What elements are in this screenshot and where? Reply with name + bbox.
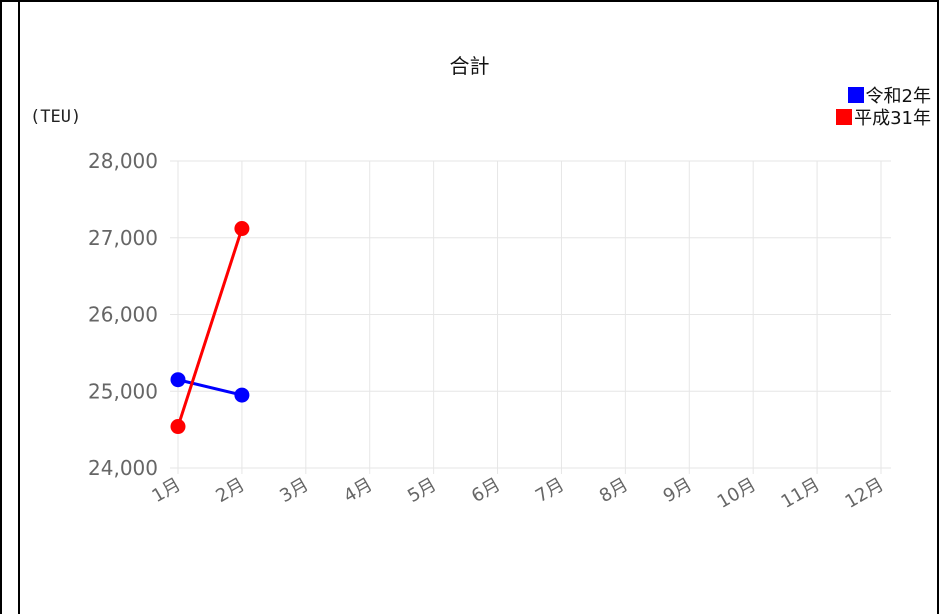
x-tick-label: 8月 — [596, 474, 632, 507]
chart-title: 合計 — [449, 54, 490, 78]
data-point-series-1 — [234, 221, 250, 237]
legend-item-series-0: 令和2年 — [847, 84, 931, 107]
legend-item-series-1: 平成31年 — [836, 106, 931, 129]
data-point-series-1 — [170, 419, 186, 435]
x-tick-label: 7月 — [532, 474, 568, 507]
data-point-series-0 — [234, 387, 250, 403]
series-line-0 — [177, 378, 243, 397]
legend-label-series-1: 平成31年 — [854, 108, 931, 129]
data-point-series-0 — [170, 372, 186, 388]
x-tick-label: 6月 — [468, 474, 504, 507]
x-tick-label: 10月 — [714, 474, 760, 513]
y-tick-label: 25,000 — [88, 379, 158, 403]
x-tick-label: 2月 — [212, 474, 248, 507]
x-tick-label: 9月 — [660, 474, 696, 507]
legend-swatch-series-0 — [847, 87, 864, 103]
frame-divider — [18, 2, 20, 614]
y-tick-label: 24,000 — [88, 456, 158, 480]
legend: 令和2年 平成31年 — [836, 84, 931, 129]
x-tick-label: 11月 — [778, 474, 824, 513]
x-tick-label: 4月 — [340, 474, 376, 507]
x-tick-label: 12月 — [842, 474, 888, 513]
legend-label-series-0: 令和2年 — [865, 86, 931, 107]
x-tick-label: 5月 — [404, 474, 440, 507]
y-tick-label: 28,000 — [88, 149, 158, 173]
x-tick-label: 3月 — [276, 474, 312, 507]
y-tick-label: 27,000 — [88, 226, 158, 250]
series-line-1 — [176, 228, 244, 428]
y-axis-unit-label: (TEU) — [30, 107, 82, 127]
y-tick-label: 26,000 — [88, 303, 158, 327]
legend-swatch-series-1 — [836, 109, 853, 125]
